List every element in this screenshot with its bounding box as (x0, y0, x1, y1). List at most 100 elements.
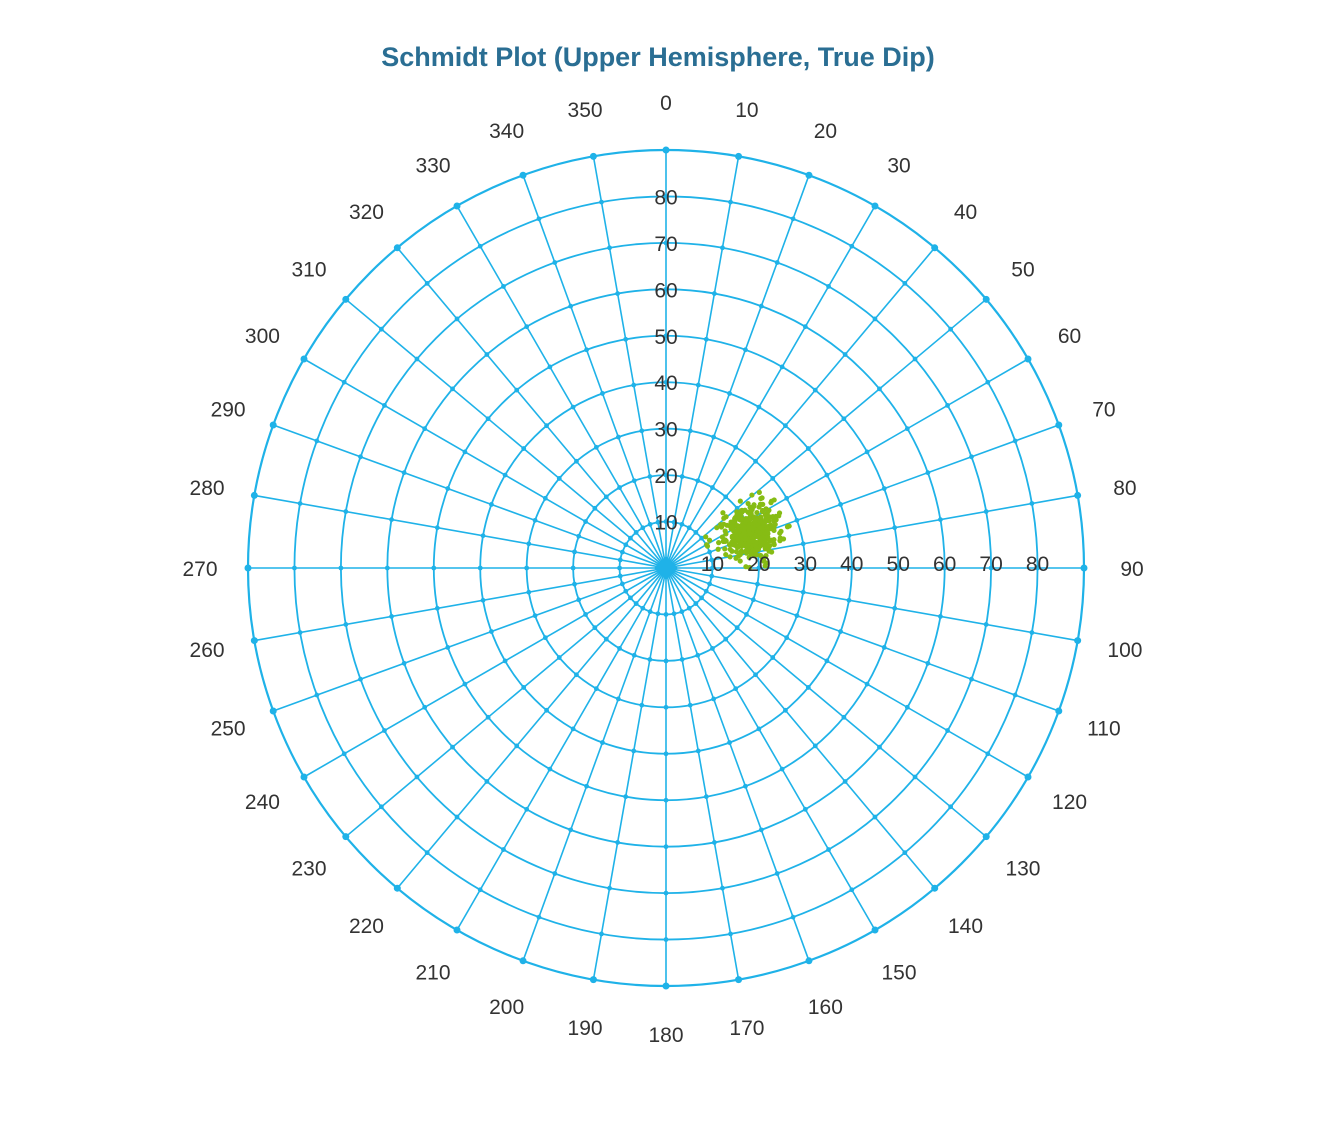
grid-node (603, 494, 609, 500)
grid-node (615, 434, 621, 440)
grid-node (774, 871, 780, 876)
grid-node (802, 565, 808, 571)
grid-node (589, 152, 597, 160)
azimuth-tick-label: 100 (1107, 639, 1142, 662)
grid-node (753, 672, 758, 678)
grid-node (805, 685, 811, 690)
grid-node (250, 637, 258, 645)
grid-node (881, 645, 887, 650)
grid-node (679, 657, 685, 662)
data-point (753, 540, 760, 546)
data-point (778, 528, 784, 534)
grid-node (556, 476, 562, 481)
grid-node (663, 333, 669, 339)
data-point (762, 563, 768, 569)
grid-node (623, 542, 629, 548)
grid-node (902, 280, 908, 286)
grid-node (938, 613, 943, 619)
grid-node (904, 426, 910, 432)
azimuth-spoke (665, 174, 810, 569)
azimuth-spoke (665, 567, 1078, 642)
data-point (759, 508, 766, 515)
grid-node (693, 530, 699, 535)
data-point (739, 507, 745, 514)
azimuth-tick-label: 200 (489, 996, 524, 1019)
data-point (743, 517, 749, 523)
grid-node (600, 740, 605, 745)
grid-node (849, 887, 855, 893)
grid-node (524, 565, 530, 571)
grid-node (519, 957, 527, 965)
grid-node (599, 931, 604, 937)
grid-node (570, 404, 576, 410)
grid-node (434, 605, 440, 611)
data-point (733, 555, 739, 561)
grid-node (623, 794, 629, 800)
grid-node (805, 171, 813, 179)
data-point (732, 516, 738, 522)
azimuth-tick-label: 170 (729, 1017, 764, 1040)
azimuth-tick-label: 180 (648, 1024, 683, 1047)
grid-node (838, 629, 843, 634)
grid-node (710, 646, 715, 651)
grid-node (526, 589, 532, 595)
grid-node (617, 573, 623, 579)
grid-node (547, 364, 553, 370)
azimuth-tick-label: 300 (245, 325, 280, 348)
grid-node (733, 444, 739, 450)
grid-node (662, 146, 670, 154)
azimuth-tick-label: 30 (887, 154, 910, 177)
grid-node (895, 565, 901, 571)
grid-node (881, 486, 887, 491)
grid-node (711, 840, 717, 845)
dip-tick-label-horizontal: 20 (747, 553, 770, 576)
grid-node (812, 743, 818, 749)
grid-node (424, 280, 430, 286)
azimuth-tick-label: 230 (291, 858, 326, 881)
data-point (758, 539, 764, 545)
azimuth-tick-label: 310 (291, 258, 326, 281)
grid-node (631, 478, 637, 484)
grid-node (727, 391, 732, 396)
grid-node (969, 454, 974, 460)
grid-node (734, 625, 740, 631)
data-point (722, 546, 728, 552)
grid-node (982, 295, 990, 303)
grid-node (842, 779, 848, 784)
grid-node (892, 525, 898, 531)
dip-tick-label-vertical: 50 (654, 326, 677, 349)
grid-node (623, 588, 629, 594)
grid-node (244, 564, 252, 572)
grid-node (628, 535, 633, 541)
grid-node (647, 474, 653, 479)
grid-node (617, 485, 622, 490)
data-point (703, 534, 709, 540)
grid-node (663, 844, 669, 850)
grid-node (514, 387, 520, 393)
grid-node (341, 751, 347, 757)
grid-node (779, 766, 785, 772)
grid-node (695, 652, 701, 658)
azimuth-tick-label: 130 (1005, 858, 1040, 881)
grid-node (794, 517, 800, 523)
grid-node (462, 681, 468, 687)
data-point (761, 522, 768, 528)
data-point (740, 523, 746, 529)
grid-node (382, 728, 387, 733)
azimuth-spoke (396, 247, 667, 569)
grid-node (679, 609, 685, 615)
grid-node (269, 421, 277, 429)
grid-node (583, 519, 588, 524)
grid-node (556, 655, 562, 660)
grid-node (877, 744, 882, 750)
grid-node (617, 565, 622, 571)
azimuth-tick-label: 60 (1058, 325, 1081, 348)
azimuth-tick-label: 320 (349, 201, 384, 224)
data-point (758, 514, 764, 520)
azimuth-spoke (592, 156, 667, 569)
data-point (773, 517, 779, 523)
grid-node (758, 303, 764, 309)
azimuth-tick-label: 40 (954, 201, 977, 224)
grid-node (450, 386, 455, 392)
